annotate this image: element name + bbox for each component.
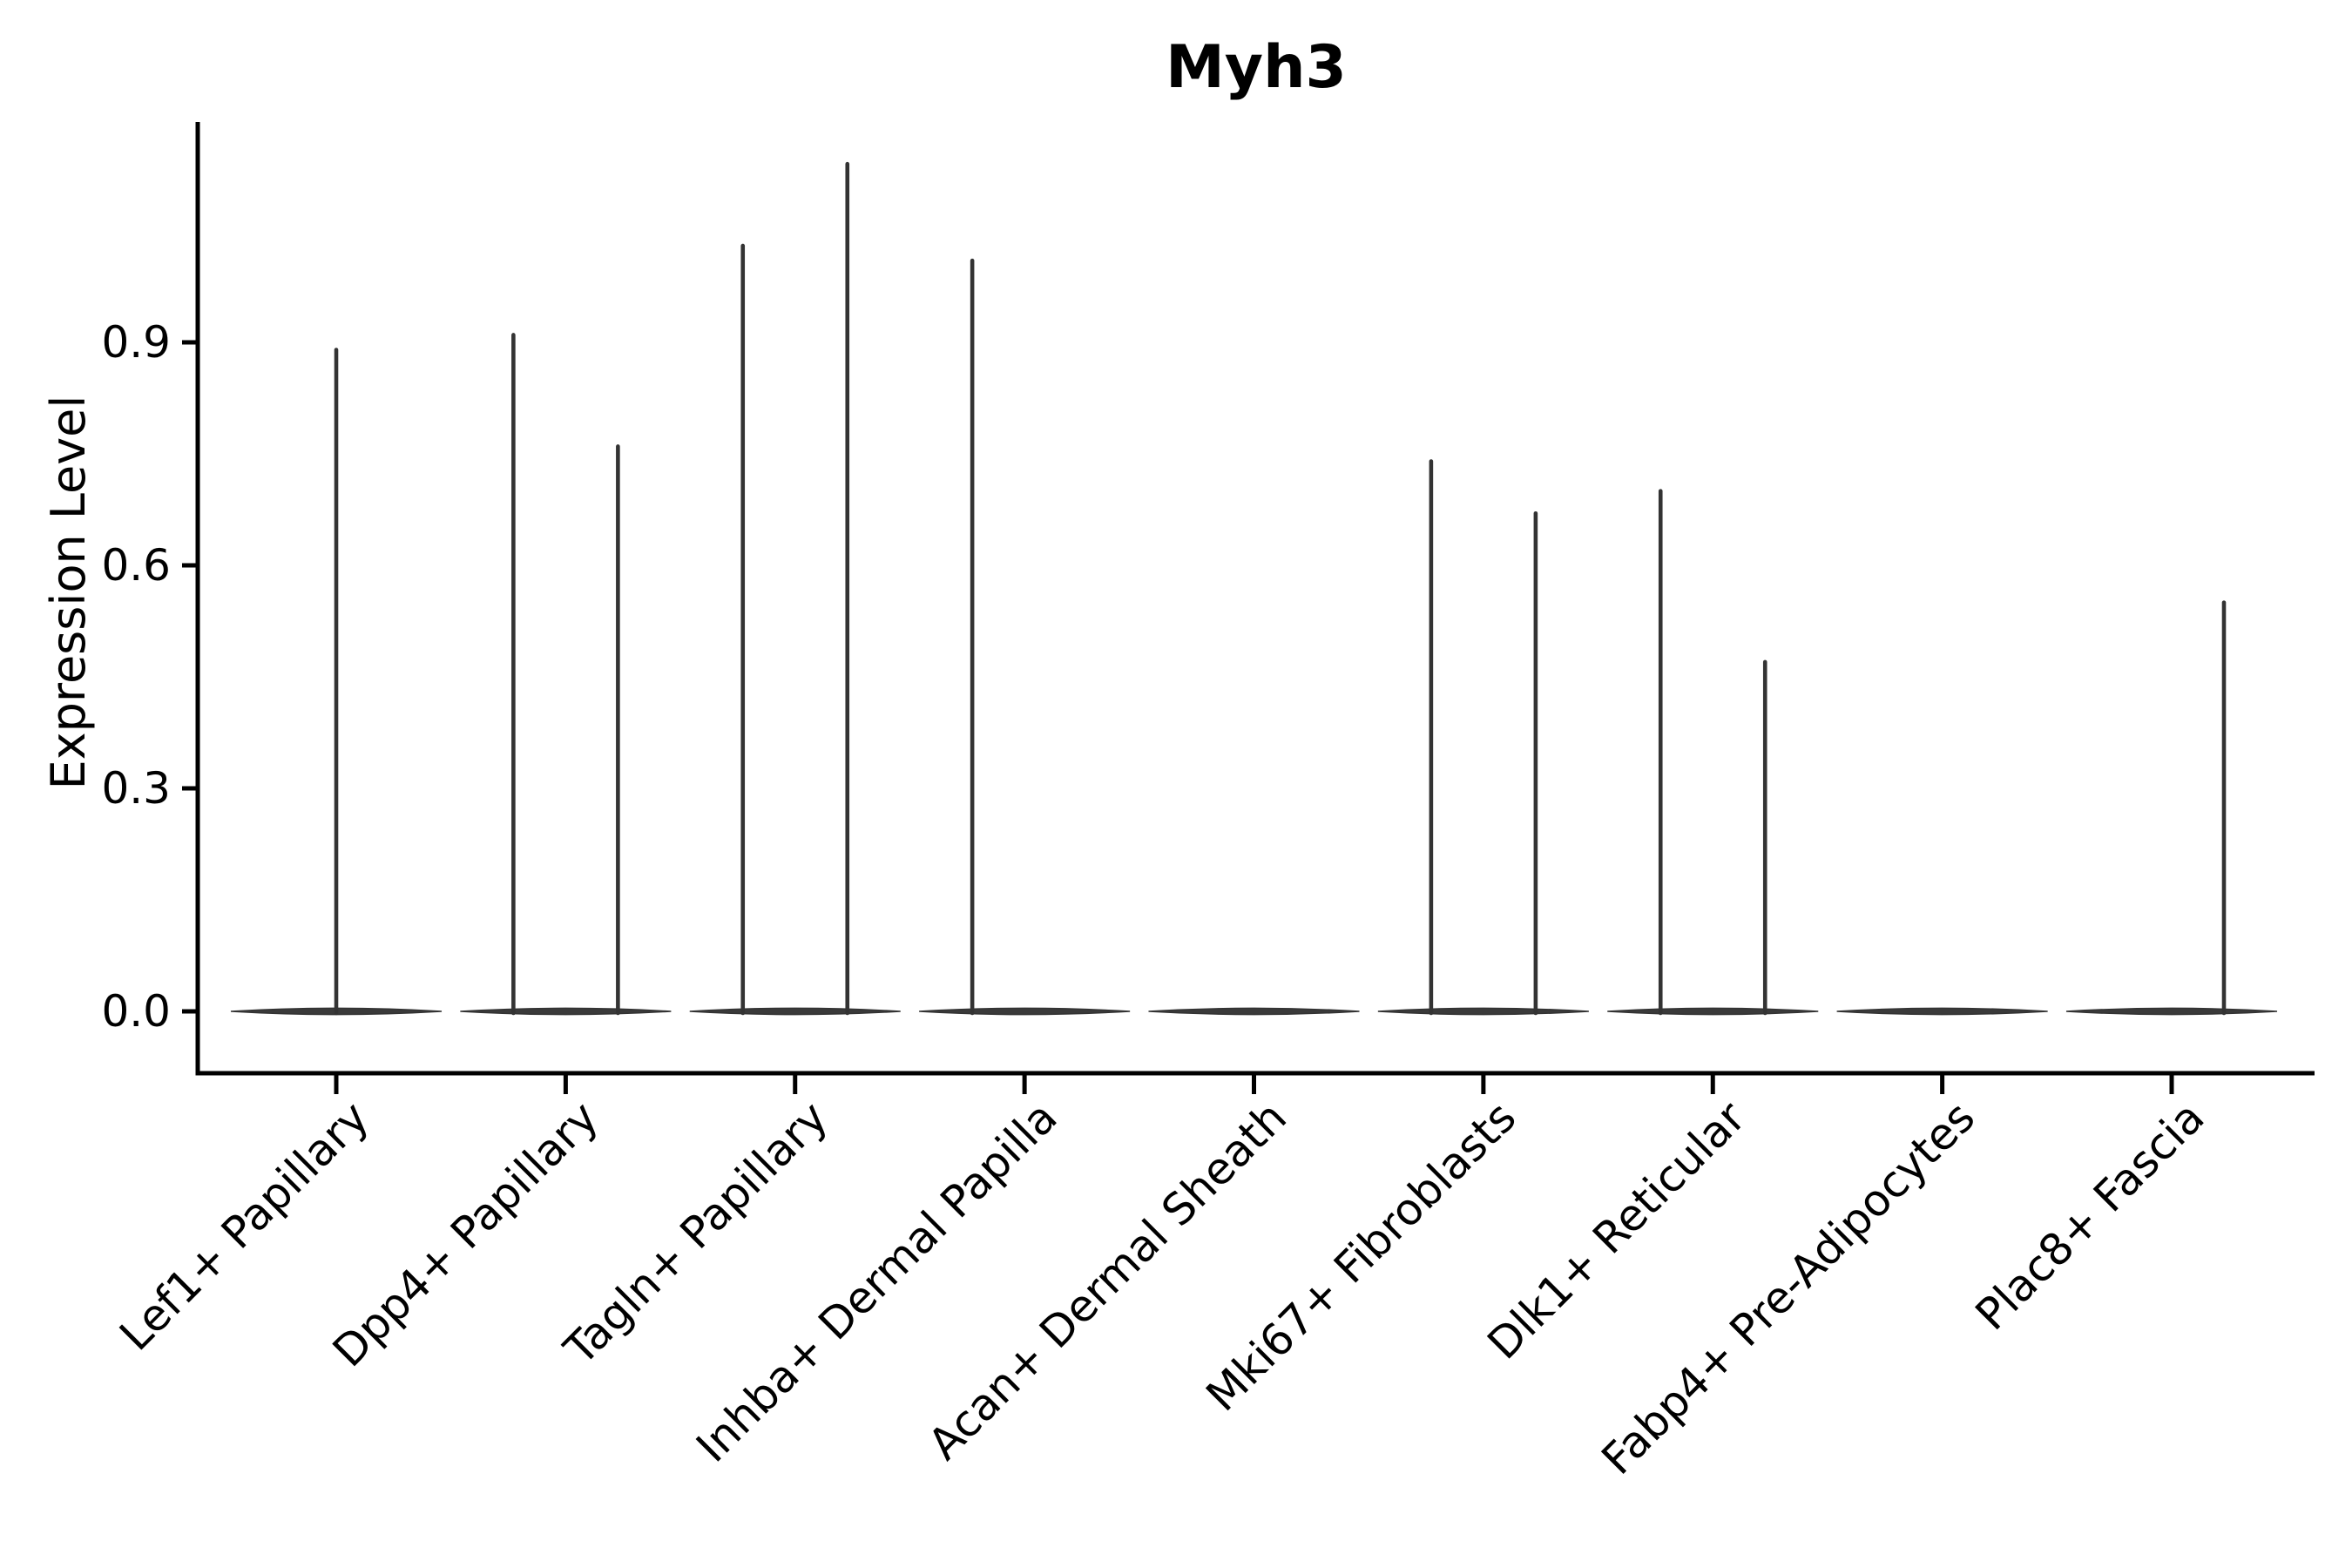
y-axis-ticks: 0.0 0.3 0.6 0.9 [101,317,198,1037]
violin-baseline [1607,1007,1819,1016]
y-tick-label: 0.6 [101,540,171,591]
y-tick-label: 0.0 [101,986,171,1037]
y-tick-label: 0.9 [101,317,171,368]
violin-baseline [689,1007,901,1016]
violins [230,161,2278,1016]
violin-baseline [1377,1007,1589,1016]
violin-baseline [460,1007,672,1016]
violin-baseline [1148,1007,1360,1016]
violin-baseline [1836,1007,2048,1016]
violin-baseline [919,1007,1131,1016]
violin-baseline [2065,1007,2278,1016]
chart-title: Myh3 [1166,33,1347,102]
y-axis-label: Expression Level [41,395,96,790]
y-tick-label: 0.3 [101,763,171,814]
